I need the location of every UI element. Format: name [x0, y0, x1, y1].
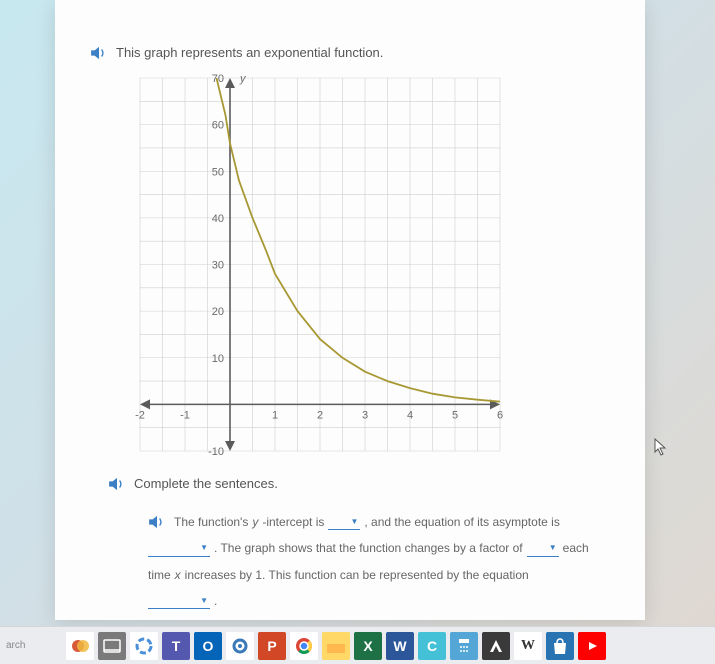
speaker-icon[interactable]: [90, 46, 108, 60]
fill-line-1: The function's y -intercept is ▼ , and t…: [148, 509, 610, 535]
excel-icon[interactable]: X: [354, 632, 382, 660]
svg-text:-10: -10: [208, 446, 224, 457]
fill-text: .: [214, 588, 217, 614]
taskview-icon[interactable]: [98, 632, 126, 660]
svg-text:6: 6: [497, 409, 503, 421]
calculator-icon[interactable]: [450, 632, 478, 660]
svg-text:40: 40: [212, 213, 224, 225]
dropdown-asymptote[interactable]: ▼: [148, 541, 210, 557]
outlook-icon[interactable]: O: [194, 632, 222, 660]
dropdown-yintercept[interactable]: ▼: [328, 514, 360, 530]
svg-text:5: 5: [452, 409, 458, 421]
svg-text:50: 50: [212, 166, 224, 178]
chevron-down-icon: ▼: [549, 539, 557, 557]
explorer-icon[interactable]: [322, 632, 350, 660]
fill-text: The function's: [174, 509, 248, 535]
svg-text:4: 4: [407, 409, 413, 421]
svg-text:1: 1: [272, 409, 278, 421]
svg-text:60: 60: [212, 120, 224, 132]
svg-text:2: 2: [317, 409, 323, 421]
fill-line-2: ▼ . The graph shows that the function ch…: [148, 535, 610, 561]
dropdown-factor[interactable]: ▼: [527, 541, 559, 557]
prompt2-text: Complete the sentences.: [134, 476, 278, 491]
fill-text: , and the equation of its asymptote is: [364, 509, 559, 535]
svg-text:30: 30: [212, 260, 224, 272]
cortana-icon[interactable]: [66, 632, 94, 660]
chevron-down-icon: ▼: [200, 592, 208, 610]
svg-text:y: y: [239, 73, 247, 85]
adobe-icon[interactable]: [482, 632, 510, 660]
speaker-icon[interactable]: [108, 477, 126, 491]
settings-icon[interactable]: [226, 632, 254, 660]
windows-taskbar[interactable]: arch TOPXWCW: [0, 626, 715, 664]
powerpoint-icon[interactable]: P: [258, 632, 286, 660]
mouse-cursor: [654, 438, 668, 456]
store-icon[interactable]: [546, 632, 574, 660]
fill-text: -intercept is: [262, 509, 324, 535]
teams-icon[interactable]: T: [162, 632, 190, 660]
youtube-icon[interactable]: [578, 632, 606, 660]
fill-line-4: ▼ .: [148, 588, 610, 614]
chevron-down-icon: ▼: [200, 539, 208, 557]
snip-icon[interactable]: [130, 632, 158, 660]
chevron-down-icon: ▼: [350, 513, 358, 531]
taskbar-search[interactable]: arch: [6, 640, 62, 651]
chrome-icon[interactable]: [290, 632, 318, 660]
question-text: This graph represents an exponential fun…: [116, 45, 383, 60]
graph-container: -2-1123456-1010203040506070y: [130, 72, 610, 462]
worksheet-page: This graph represents an exponential fun…: [55, 0, 645, 620]
exponential-graph: -2-1123456-1010203040506070y: [130, 72, 510, 457]
edge-icon[interactable]: C: [418, 632, 446, 660]
dropdown-equation[interactable]: ▼: [148, 593, 210, 609]
svg-text:10: 10: [212, 353, 224, 365]
wikipedia-icon[interactable]: W: [514, 632, 542, 660]
fill-in-block: The function's y -intercept is ▼ , and t…: [148, 509, 610, 615]
fill-text: increases by 1. This function can be rep…: [185, 562, 529, 588]
question-line-1: This graph represents an exponential fun…: [90, 45, 610, 60]
fill-text: each: [563, 535, 589, 561]
svg-text:3: 3: [362, 409, 368, 421]
x-var: x: [175, 562, 181, 588]
fill-line-3: time x increases by 1. This function can…: [148, 562, 610, 588]
svg-text:20: 20: [212, 306, 224, 318]
y-var: y: [252, 509, 258, 535]
prompt-line-2: Complete the sentences.: [108, 476, 610, 491]
svg-text:-1: -1: [180, 409, 190, 421]
svg-text:-2: -2: [135, 409, 145, 421]
fill-text: time: [148, 562, 171, 588]
word-icon[interactable]: W: [386, 632, 414, 660]
speaker-icon[interactable]: [148, 515, 166, 529]
fill-text: . The graph shows that the function chan…: [214, 535, 523, 561]
